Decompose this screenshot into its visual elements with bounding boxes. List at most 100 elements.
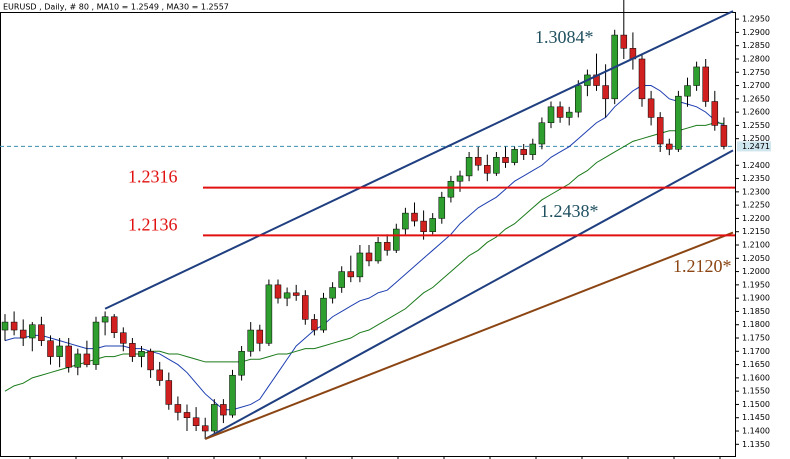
candle-body — [374, 242, 382, 262]
candle-body — [438, 196, 446, 219]
candle-body — [229, 374, 236, 416]
candle-body — [56, 345, 63, 357]
candle-body — [320, 297, 327, 331]
candle-body — [292, 292, 300, 296]
candle-body — [183, 412, 191, 418]
candle-body — [238, 351, 245, 376]
y-tick-label: 1.1950 — [742, 280, 770, 289]
candle-body — [393, 228, 400, 251]
candle-body — [347, 271, 355, 278]
candle-body — [411, 212, 418, 222]
candle-body — [192, 417, 200, 426]
candle-body — [129, 343, 136, 357]
y-tick-label: 1.2750 — [742, 68, 770, 77]
candle-body — [511, 149, 518, 163]
candle-body — [575, 85, 582, 113]
annotation: 1.3084* — [535, 27, 594, 47]
candle-body — [711, 101, 719, 126]
y-tick-label: 1.2650 — [742, 94, 770, 103]
candle-body — [638, 58, 646, 100]
candle-body — [120, 332, 127, 344]
candle-body — [556, 106, 564, 118]
trendline — [104, 10, 734, 310]
candle-body — [283, 292, 291, 299]
candle-body — [647, 98, 655, 118]
annotation: 1.2120* — [673, 256, 732, 276]
y-tick-label: 1.2850 — [742, 41, 770, 50]
candle-body — [10, 321, 18, 331]
candle-body — [720, 125, 728, 147]
y-tick-label: 1.1850 — [742, 307, 770, 316]
y-tick-label: 1.2050 — [742, 254, 770, 263]
y-tick-label: 1.1500 — [742, 400, 770, 409]
y-tick-label: 1.2300 — [742, 187, 770, 196]
candle-body — [702, 66, 709, 102]
candle-body — [402, 212, 409, 230]
candle-body — [1, 321, 9, 331]
candle-body — [156, 369, 163, 381]
candle-body — [274, 284, 282, 299]
current-price-label: 1.2471 — [742, 142, 770, 151]
candle-body — [338, 271, 345, 288]
candle-body — [302, 295, 309, 320]
y-tick-label: 1.2700 — [742, 81, 770, 90]
y-tick-label: 1.2200 — [742, 214, 770, 223]
y-tick-label: 1.2800 — [742, 54, 770, 63]
candle-body — [38, 324, 45, 341]
trendline — [204, 149, 734, 440]
candle-body — [329, 287, 336, 299]
y-tick-label: 1.1350 — [742, 440, 770, 449]
candle-body — [65, 345, 72, 368]
candle-body — [356, 252, 364, 278]
candle-body — [383, 242, 391, 251]
candle-body — [502, 157, 509, 163]
y-tick-label: 1.1900 — [742, 294, 770, 303]
candle-body — [265, 284, 273, 344]
candle-body — [484, 165, 491, 174]
y-tick-label: 1.1400 — [742, 427, 770, 436]
candle-body — [666, 143, 673, 150]
y-tick-label: 1.2950 — [742, 15, 770, 24]
candle-body — [165, 380, 173, 405]
candle-body — [493, 157, 500, 174]
y-tick-label: 1.2000 — [742, 267, 770, 276]
candle-body — [101, 316, 109, 323]
y-tick-label: 1.1650 — [742, 360, 770, 369]
candle-body — [256, 329, 264, 344]
candle-body — [529, 143, 537, 155]
y-tick-label: 1.2250 — [742, 201, 770, 210]
candle-body — [456, 175, 464, 182]
annotation: 1.2438* — [540, 201, 599, 221]
moving-average — [4, 122, 724, 392]
candle-body — [147, 351, 154, 371]
candle-body — [174, 404, 182, 413]
candle-body — [365, 252, 373, 262]
candle-body — [83, 353, 91, 365]
candle-body — [110, 316, 118, 333]
y-tick-label: 1.1700 — [742, 347, 770, 356]
candle-body — [247, 329, 254, 352]
moving-average — [4, 85, 725, 411]
plot-frame — [0, 12, 736, 457]
candle-body — [47, 340, 54, 357]
y-tick-label: 1.1550 — [742, 387, 770, 396]
candle-body — [684, 85, 691, 97]
candle-body — [211, 404, 218, 432]
candle-body — [429, 218, 436, 232]
candle-body — [420, 220, 427, 232]
trendline — [204, 231, 734, 440]
candle-body — [311, 319, 318, 331]
level-label: 1.2316 — [128, 167, 178, 187]
candle-body — [520, 149, 527, 155]
current-price-box — [737, 141, 771, 152]
candle-body — [474, 157, 482, 166]
candle-body — [656, 117, 664, 145]
candle-body — [675, 95, 682, 150]
candle-body — [19, 329, 27, 339]
y-tick-label: 1.1600 — [742, 373, 770, 382]
candle-body — [447, 180, 455, 198]
y-tick-label: 1.1750 — [742, 334, 770, 343]
y-tick-label: 1.2400 — [742, 161, 770, 170]
candle-body — [693, 66, 700, 86]
